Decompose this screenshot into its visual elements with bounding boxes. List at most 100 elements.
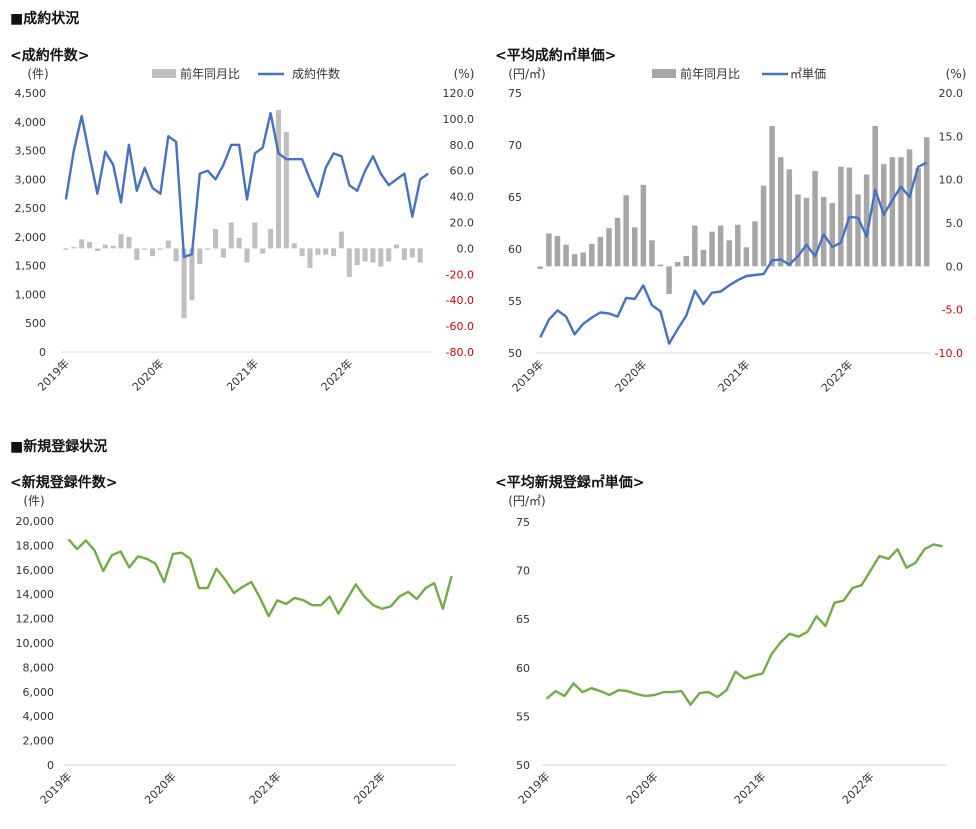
y-tick-left: 14,000 xyxy=(16,588,55,601)
y-unit-left: (件) xyxy=(27,67,48,81)
y-tick-right: -40.0 xyxy=(446,294,474,307)
bar xyxy=(417,248,423,263)
bar xyxy=(863,174,870,267)
bar xyxy=(683,255,690,267)
y-tick-right: 5.0 xyxy=(946,217,964,230)
bar xyxy=(307,248,313,268)
y-tick-left: 75 xyxy=(516,516,530,529)
bar xyxy=(378,248,384,267)
y-tick-left: 8,000 xyxy=(23,661,55,674)
bar xyxy=(898,157,904,267)
bar xyxy=(803,197,810,267)
chart-title-contract-count: <成約件数> xyxy=(10,48,90,64)
section-heading-contracts: ■成約状況 xyxy=(10,11,80,27)
y-tick-left: 70 xyxy=(516,565,530,578)
y-unit-left: (円/㎡) xyxy=(508,494,545,508)
bar xyxy=(189,248,195,301)
bar xyxy=(220,248,226,258)
y-tick-right: 80.0 xyxy=(450,139,475,152)
bar xyxy=(228,222,234,249)
bar xyxy=(212,228,219,249)
x-tick-label: 2022年 xyxy=(351,769,388,806)
bar xyxy=(614,217,621,267)
x-tick-label: 2019年 xyxy=(509,357,546,394)
bar xyxy=(692,225,698,267)
x-tick-label: 2020年 xyxy=(142,769,179,806)
y-tick-left: 60 xyxy=(516,662,530,675)
bar xyxy=(640,184,647,267)
bar xyxy=(700,249,707,267)
x-tick-label: 2022年 xyxy=(839,769,876,806)
bar xyxy=(709,231,715,267)
bar xyxy=(769,125,775,267)
y-tick-right: -60.0 xyxy=(446,320,474,333)
bar xyxy=(915,168,921,267)
bar xyxy=(275,109,282,249)
bar xyxy=(623,195,629,267)
y-tick-left: 3,500 xyxy=(15,145,47,158)
bar xyxy=(150,248,156,257)
bar xyxy=(401,248,407,261)
y-tick-left: 4,000 xyxy=(23,710,55,723)
y-tick-left: 60 xyxy=(508,243,522,256)
y-tick-left: 50 xyxy=(516,759,530,772)
chart-title-registration-count: <新規登録件数> xyxy=(10,475,118,491)
x-tick-label: 2019年 xyxy=(37,769,74,806)
bar xyxy=(717,225,724,267)
y-tick-right: 120.0 xyxy=(443,87,475,100)
bar xyxy=(102,244,108,249)
y-tick-right: 100.0 xyxy=(443,113,475,126)
chart-heikin_seiyaku_tanka: (円/㎡) (%) 75 70 65 60 55 50 20.0 15.0 10.0 5.0 0.0 -5… xyxy=(508,66,966,395)
y-tick-left: 65 xyxy=(508,191,522,204)
chart-title-registration-unit-price: <平均新規登録㎡単価> xyxy=(495,475,645,491)
series-line xyxy=(545,543,943,706)
series-line xyxy=(67,538,453,618)
y-tick-right: 0.0 xyxy=(457,242,475,255)
bar xyxy=(752,221,758,267)
bar xyxy=(735,224,741,267)
x-tick-label: 2019年 xyxy=(35,356,72,393)
bar xyxy=(252,222,258,249)
chart-seiyaku_kensu: (件) (%) 4,500 4,000 3,500 3,000 2,500 2,000 1,50… xyxy=(15,66,475,394)
bar xyxy=(666,266,672,295)
y-tick-left: 2,000 xyxy=(15,231,47,244)
y-tick-left: 4,500 xyxy=(15,87,47,100)
bar xyxy=(726,240,732,267)
y-unit-right: (%) xyxy=(454,67,475,81)
y-tick-right: 20.0 xyxy=(450,217,475,230)
y-tick-left: 16,000 xyxy=(16,564,55,577)
bar xyxy=(370,248,376,263)
y-tick-right: 60.0 xyxy=(450,165,475,178)
bar xyxy=(674,262,681,267)
bar xyxy=(786,169,793,267)
bar xyxy=(889,157,896,267)
x-tick-label: 2020年 xyxy=(612,357,649,394)
y-tick-left: 50 xyxy=(508,347,522,360)
bar xyxy=(346,248,352,277)
bar xyxy=(268,228,274,249)
series-line xyxy=(539,161,928,345)
y-tick-right: 15.0 xyxy=(939,130,964,143)
x-tick-label: 2019年 xyxy=(515,769,552,806)
bar xyxy=(906,149,913,267)
bar xyxy=(244,248,250,263)
y-tick-right: 40.0 xyxy=(450,191,475,204)
chart-title-contract-unit-price: <平均成約㎡単価> xyxy=(495,48,617,64)
bar xyxy=(157,248,163,250)
x-tick-label: 2020年 xyxy=(129,356,166,393)
y-tick-left: 6,000 xyxy=(23,686,55,699)
bar xyxy=(181,248,187,319)
bar xyxy=(134,248,140,261)
y-tick-right: -80.0 xyxy=(446,346,474,359)
bar xyxy=(118,234,124,249)
legend-label-bar: 前年同月比 xyxy=(180,66,240,81)
bar xyxy=(743,247,750,267)
x-tick-label: 2021年 xyxy=(224,356,261,393)
bar xyxy=(205,248,211,250)
y-tick-left: 3,000 xyxy=(15,173,47,186)
y-tick-left: 0 xyxy=(47,759,54,772)
y-tick-left: 0 xyxy=(39,346,46,359)
bar xyxy=(409,248,415,258)
